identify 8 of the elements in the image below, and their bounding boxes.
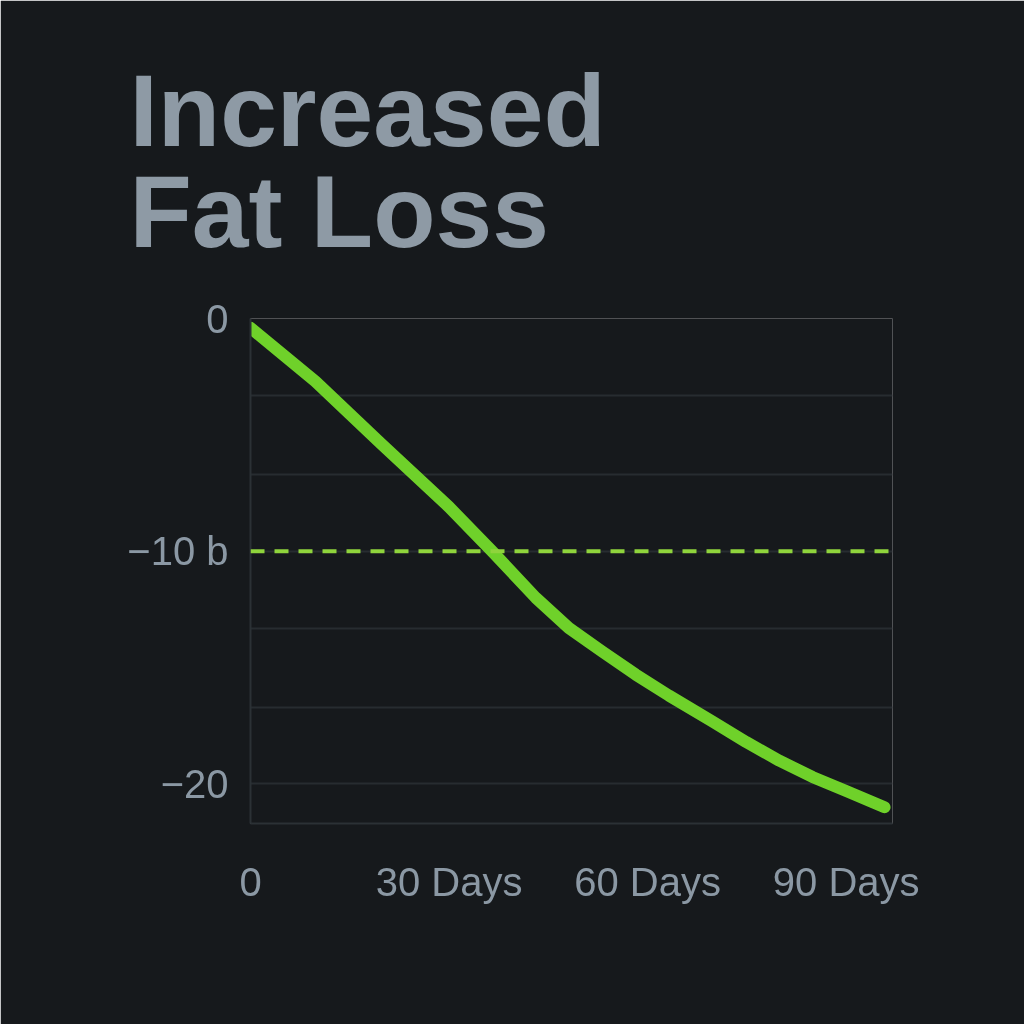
y-tick-label: −20: [160, 761, 229, 806]
x-tick-label: 60 Days: [574, 859, 721, 904]
chart-title: Increased Fat Loss: [129, 53, 606, 269]
y-tick-label: −10 b: [127, 529, 229, 574]
x-tick-label: 0: [239, 859, 262, 904]
x-tick-label: 30 Days: [375, 859, 523, 904]
y-tick-label: 0: [206, 296, 229, 341]
x-tick-label: 90 Days: [772, 859, 920, 904]
